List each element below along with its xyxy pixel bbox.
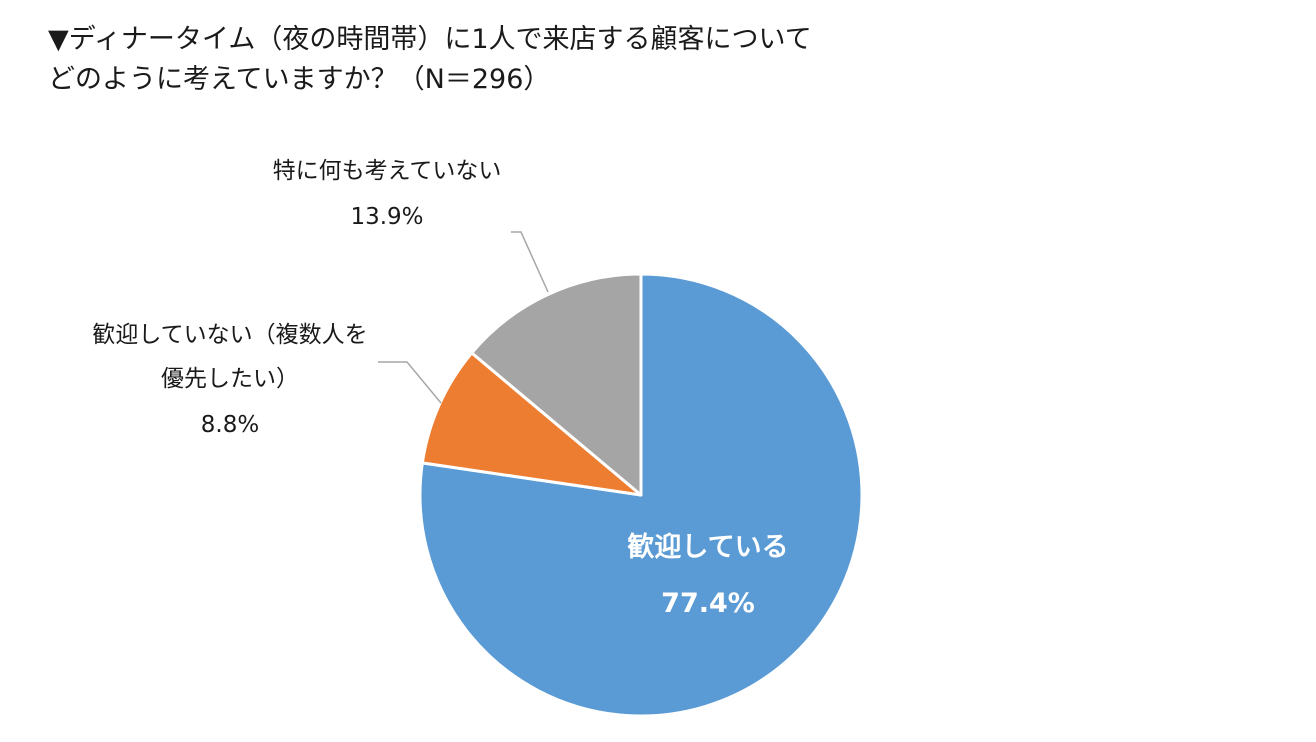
slice-value-1: 8.8% — [201, 412, 259, 438]
chart-title-line-2: どのように考えていますか？（N＝296） — [48, 64, 551, 95]
pie-slices — [418, 272, 864, 718]
leader-line-2 — [511, 231, 549, 293]
slice-label-0-line-0: 歓迎している — [627, 531, 788, 563]
chart-title: ▼ディナータイム（夜の時間帯）に1人で来店する顧客について どのように考えていま… — [48, 20, 1048, 100]
slice-label-1-line-1: 優先したい） — [161, 366, 299, 392]
slice-label-group-2: 特に何も考えていない 13.9% — [273, 158, 549, 293]
pie-slice-2 — [470, 272, 643, 497]
leader-line-1 — [378, 361, 442, 404]
slice-value-2: 13.9% — [350, 204, 423, 230]
slice-value-0: 77.4% — [661, 588, 755, 619]
slice-label-2-line-0: 特に何も考えていない — [273, 158, 502, 184]
chart-title-line-1: ▼ディナータイム（夜の時間帯）に1人で来店する顧客について — [48, 24, 812, 55]
slice-label-group-0: 歓迎している 77.4% — [627, 531, 788, 619]
pie-slice-1 — [420, 351, 643, 497]
slice-label-1-line-0: 歓迎していない（複数人を — [92, 322, 367, 348]
